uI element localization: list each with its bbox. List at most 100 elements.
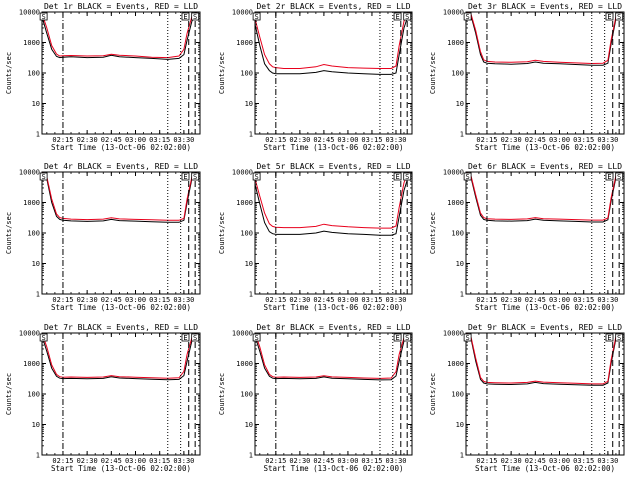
- start-marker-label: S: [42, 13, 46, 21]
- start-marker-label: S: [617, 334, 621, 342]
- end-marker-label: E: [183, 334, 187, 342]
- x-tick-label: 03:30: [597, 136, 618, 144]
- x-tick-label: 02:30: [501, 296, 522, 304]
- y-tick-label: 10: [245, 421, 253, 429]
- x-tick-label: 03:00: [337, 457, 358, 465]
- x-tick-label: 02:30: [289, 296, 310, 304]
- marker-box: [403, 172, 412, 181]
- start-marker-label: S: [193, 173, 197, 181]
- x-axis-label: Start Time (13-Oct-06 02:02:00): [264, 303, 404, 312]
- marker-box: [191, 172, 200, 181]
- panel-4: 1 10 100 1000 10000 02:15 02:30 02:45 03:00 03:15…: [5, 162, 201, 312]
- end-marker-label: E: [395, 13, 399, 21]
- x-tick-label: 03:15: [149, 296, 170, 304]
- x-tick-label: 02:15: [52, 136, 73, 144]
- y-tick-label: 100: [27, 391, 40, 399]
- y-tick-label: 10: [456, 260, 464, 268]
- marker-box: [615, 12, 624, 21]
- end-marker-label: E: [395, 173, 399, 181]
- y-tick-label: 10000: [19, 9, 40, 17]
- panel-5: 1 10 100 1000 10000 02:15 02:30 02:45 03:00 03:15…: [218, 162, 413, 312]
- y-tick-label: 1: [36, 452, 40, 460]
- start-marker-label: S: [254, 334, 258, 342]
- x-tick-label: 03:15: [361, 136, 382, 144]
- marker-box: [463, 333, 472, 342]
- plot-frame: [41, 171, 201, 295]
- x-tick-label: 02:15: [52, 457, 73, 465]
- start-marker-label: S: [405, 334, 409, 342]
- plot-frame: [254, 11, 413, 135]
- series-lld-line: [465, 171, 624, 221]
- y-tick-label: 100: [240, 391, 253, 399]
- x-tick-label: 03:30: [173, 296, 194, 304]
- series-events-line: [41, 332, 200, 381]
- y-tick-label: 1000: [23, 39, 40, 47]
- start-marker-label: S: [466, 13, 470, 21]
- x-tick-label: 03:30: [385, 296, 406, 304]
- panel-title: Det 3r BLACK = Events, RED = LLD: [468, 2, 622, 11]
- x-tick-label: 03:15: [361, 457, 382, 465]
- y-tick-label: 100: [27, 70, 40, 78]
- x-tick-label: 03:00: [549, 296, 570, 304]
- x-tick-label: 02:30: [289, 457, 310, 465]
- y-tick-label: 1000: [447, 39, 464, 47]
- x-axis-label: Start Time (13-Oct-06 02:02:00): [475, 464, 615, 473]
- marker-box: [463, 172, 472, 181]
- x-tick-label: 03:30: [597, 296, 618, 304]
- y-tick-label: 1000: [447, 360, 464, 368]
- y-tick-label: 10: [32, 260, 40, 268]
- series-events-line: [465, 11, 624, 66]
- y-tick-label: 1000: [23, 360, 40, 368]
- panel-8: 1 10 100 1000 10000 02:15 02:30 02:45 03:00 03:15…: [218, 323, 413, 473]
- series-events-line: [41, 171, 200, 223]
- x-tick-label: 03:00: [125, 457, 146, 465]
- x-tick-label: 03:00: [125, 296, 146, 304]
- y-tick-label: 1: [36, 131, 40, 139]
- x-tick-label: 02:30: [501, 136, 522, 144]
- y-tick-label: 100: [27, 230, 40, 238]
- series-events-line: [254, 11, 413, 75]
- y-tick-label: 1: [249, 452, 253, 460]
- x-axis-label: Start Time (13-Oct-06 02:02:00): [475, 303, 615, 312]
- y-tick-label: 1000: [447, 199, 464, 207]
- y-tick-label: 10000: [19, 169, 40, 177]
- x-tick-label: 02:15: [476, 136, 497, 144]
- series-lld-line: [254, 11, 412, 69]
- marker-box: [403, 12, 412, 21]
- plot-frame: [465, 171, 625, 295]
- end-marker-label: E: [395, 334, 399, 342]
- y-tick-label: 10000: [232, 330, 253, 338]
- panel-title: Det 4r BLACK = Events, RED = LLD: [44, 162, 198, 171]
- marker-box: [39, 172, 48, 181]
- x-tick-label: 02:45: [525, 296, 546, 304]
- x-tick-label: 03:00: [549, 136, 570, 144]
- start-marker-label: S: [617, 13, 621, 21]
- y-tick-label: 1000: [236, 199, 253, 207]
- marker-box: [403, 333, 412, 342]
- panel-6: 1 10 100 1000 10000 02:15 02:30 02:45 03:00 03:15…: [429, 162, 625, 312]
- x-tick-label: 02:15: [476, 457, 497, 465]
- start-marker-label: S: [405, 13, 409, 21]
- series-lld-line: [41, 11, 200, 59]
- marker-box: [39, 333, 48, 342]
- series-lld-line: [465, 11, 624, 65]
- x-tick-label: 02:45: [313, 457, 334, 465]
- y-axis-label: Counts/sec: [5, 52, 13, 94]
- end-marker-label: E: [183, 173, 187, 181]
- y-tick-label: 10000: [232, 9, 253, 17]
- panel-title: Det 5r BLACK = Events, RED = LLD: [256, 162, 410, 171]
- y-tick-label: 10000: [443, 9, 464, 17]
- marker-box: [191, 12, 200, 21]
- x-axis-label: Start Time (13-Oct-06 02:02:00): [51, 303, 191, 312]
- y-axis-label: Counts/sec: [429, 373, 437, 415]
- x-tick-label: 03:15: [149, 136, 170, 144]
- y-tick-label: 1: [460, 452, 464, 460]
- y-tick-label: 10000: [19, 330, 40, 338]
- y-tick-label: 10: [245, 260, 253, 268]
- y-tick-label: 1: [460, 291, 464, 299]
- x-tick-label: 02:45: [525, 457, 546, 465]
- y-axis-label: Counts/sec: [429, 212, 437, 254]
- x-tick-label: 02:45: [101, 457, 122, 465]
- y-tick-label: 1: [249, 291, 253, 299]
- series-lld-line: [41, 332, 200, 379]
